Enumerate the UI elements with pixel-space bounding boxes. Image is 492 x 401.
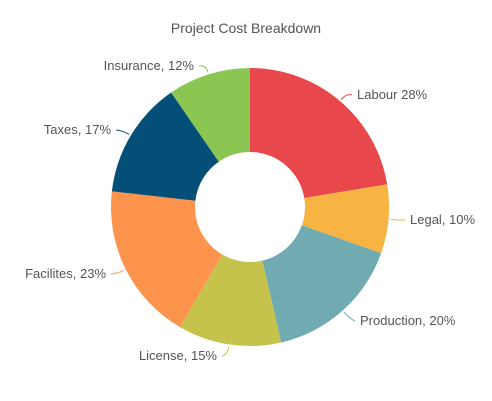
slice-labour[interactable] — [250, 68, 388, 199]
slice-facilites[interactable] — [111, 191, 223, 328]
data-label-facilites: Facilites, 23% — [25, 266, 106, 281]
data-label-taxes: Taxes, 17% — [44, 122, 112, 137]
data-label-insurance: Insurance, 12% — [104, 58, 195, 73]
data-label-legal: Legal, 10% — [410, 212, 475, 227]
slice-legal[interactable] — [301, 184, 390, 254]
slice-production[interactable] — [262, 225, 382, 343]
leader-line-legal — [390, 218, 406, 221]
leader-line-labour — [340, 94, 353, 100]
chart-title: Project Cost Breakdown — [170, 20, 322, 36]
data-label-production: Production, 20% — [360, 313, 456, 328]
leader-line-insurance — [198, 65, 209, 73]
leader-line-facilites — [110, 269, 125, 275]
slice-license[interactable] — [179, 254, 282, 347]
leader-line-production — [343, 311, 356, 322]
slice-taxes[interactable] — [111, 92, 219, 201]
data-label-labour: Labour 28% — [357, 87, 428, 102]
slice-insurance[interactable] — [171, 68, 250, 162]
leader-line-taxes — [115, 129, 130, 135]
data-label-license: License, 15% — [139, 348, 217, 363]
leader-line-license — [221, 346, 230, 357]
